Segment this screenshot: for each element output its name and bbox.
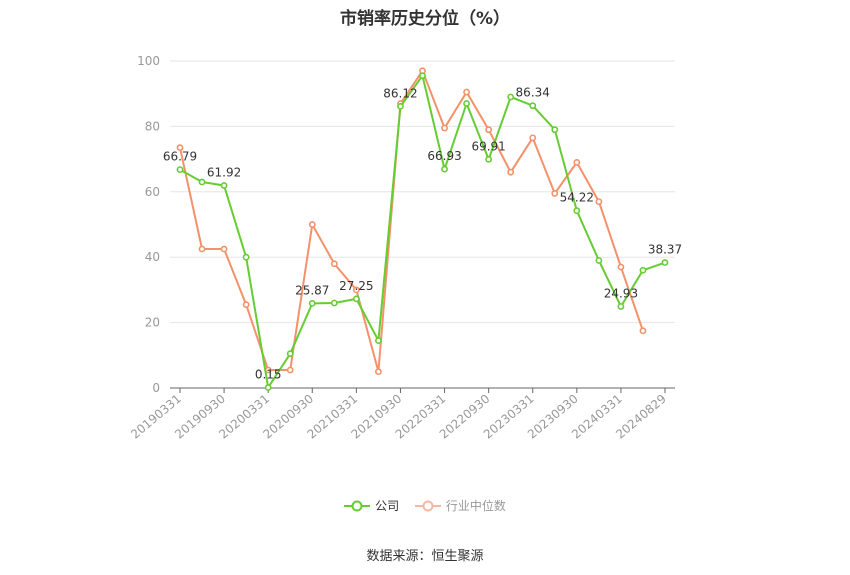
company-point — [286, 350, 294, 358]
industry-point — [198, 245, 206, 253]
company-point — [220, 182, 228, 189]
industry-point — [441, 124, 448, 132]
data-label: 61.92 — [207, 166, 241, 180]
industry-point — [617, 263, 625, 271]
industry-point — [308, 221, 316, 228]
data-label: 0.15 — [255, 368, 282, 382]
company-point — [639, 266, 647, 274]
industry-point — [352, 286, 360, 294]
company-point — [485, 155, 493, 163]
grid-layer — [170, 60, 675, 324]
company-point — [507, 93, 515, 101]
company-point — [198, 178, 206, 186]
legend: 公司 行业中位数 — [0, 497, 850, 515]
company-point — [529, 102, 537, 110]
company-point — [352, 295, 360, 303]
company-point — [441, 165, 448, 173]
company-point — [661, 259, 669, 266]
company-point — [463, 100, 470, 107]
legend-item-industry[interactable]: 行业中位数 — [414, 497, 506, 514]
industry-point — [485, 126, 493, 134]
y-tick-label: 0 — [152, 381, 160, 395]
industry-point — [176, 144, 184, 152]
source-note: 数据来源：恒生聚源 — [366, 549, 484, 564]
legend-industry-label: 行业中位数 — [445, 499, 506, 513]
company-point — [551, 126, 559, 134]
legend-item-company[interactable]: 公司 — [344, 497, 399, 514]
data-label: 66.79 — [163, 150, 197, 164]
y-tick-label: 100 — [137, 54, 160, 68]
industry-point — [507, 168, 515, 176]
industry-point — [551, 190, 559, 197]
data-label: 27.25 — [339, 279, 373, 293]
industry-line — [179, 69, 644, 373]
industry-point — [529, 134, 537, 142]
industry-point — [573, 158, 581, 166]
data-label: 25.87 — [295, 283, 329, 297]
data-label: 66.93 — [427, 149, 461, 163]
legend-company-marker — [344, 500, 371, 511]
company-point — [397, 102, 404, 110]
company-point — [573, 207, 581, 215]
company-point — [176, 166, 184, 173]
series-layer — [176, 67, 669, 391]
industry-point — [463, 88, 470, 96]
company-point — [375, 337, 382, 344]
y-tick-label: 60 — [145, 185, 160, 199]
company-point — [330, 299, 338, 307]
data-label: 24.93 — [604, 286, 638, 300]
data-label: 86.12 — [383, 86, 417, 100]
industry-point — [242, 301, 250, 309]
y-tick-label: 40 — [145, 250, 160, 264]
y-tick-label: 20 — [145, 316, 160, 330]
line-chart: 0204060801002019033120190930202003312020… — [128, 54, 682, 442]
data-label-layer: 66.79 61.92 0.15 25.87 27.25 86.12 66.93 69.91 8… — [163, 86, 682, 382]
data-label: 38.37 — [648, 243, 682, 257]
y-tick-label: 80 — [145, 119, 160, 133]
company-point — [419, 72, 426, 80]
legend-industry-marker — [414, 500, 441, 511]
industry-point — [639, 327, 647, 335]
industry-point — [375, 368, 382, 376]
data-label: 54.22 — [560, 191, 594, 205]
company-point — [242, 253, 250, 261]
chart-title: 市销率历史分位（%） — [339, 9, 511, 29]
industry-point — [286, 366, 294, 374]
legend-company-label: 公司 — [375, 499, 400, 513]
industry-point — [220, 245, 228, 253]
company-point — [617, 303, 625, 310]
data-label: 69.91 — [471, 139, 505, 153]
company-point — [308, 300, 316, 307]
industry-point — [330, 260, 338, 268]
company-line — [179, 74, 666, 389]
company-point — [264, 384, 272, 391]
industry-point — [595, 198, 603, 206]
data-label: 86.34 — [516, 86, 550, 100]
company-point — [595, 257, 603, 264]
